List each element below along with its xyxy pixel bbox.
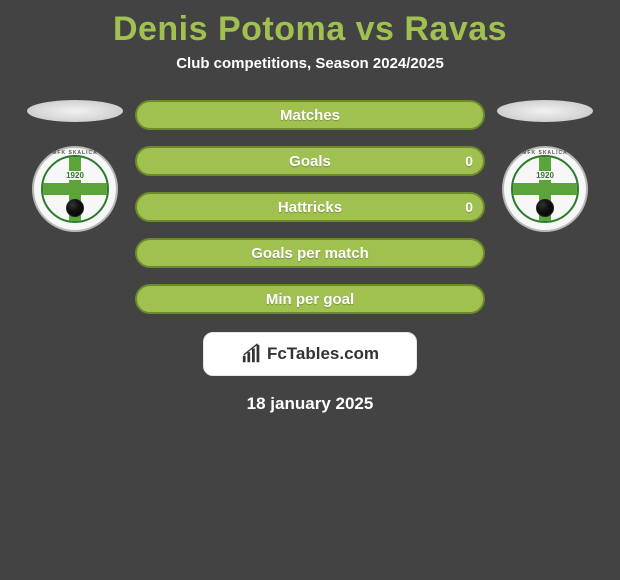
stat-row-matches: Matches <box>135 100 485 130</box>
stats-column: Matches Goals 0 Hattricks 0 Goals per ma… <box>135 92 485 314</box>
player-left-col: MFK SKALICA 1920 <box>15 92 135 232</box>
stat-value-right: 0 <box>465 153 473 169</box>
team-badge-right: MFK SKALICA 1920 <box>502 146 588 232</box>
generated-date: 18 january 2025 <box>0 394 620 414</box>
page-subtitle: Club competitions, Season 2024/2025 <box>0 55 620 92</box>
page-title: Denis Potoma vs Ravas <box>0 0 620 55</box>
stat-row-goals-per-match: Goals per match <box>135 238 485 268</box>
stat-label: Goals <box>289 153 331 170</box>
stat-label: Goals per match <box>251 245 369 262</box>
badge-inner: 1920 <box>511 155 579 223</box>
chart-icon <box>241 343 263 365</box>
comparison-block: MFK SKALICA 1920 Matches Goals 0 Hattric… <box>0 92 620 314</box>
player-right-col: MFK SKALICA 1920 <box>485 92 605 232</box>
badge-inner: 1920 <box>41 155 109 223</box>
team-badge-left: MFK SKALICA 1920 <box>32 146 118 232</box>
stat-row-goals: Goals 0 <box>135 146 485 176</box>
badge-ball-icon <box>536 199 554 217</box>
badge-cross-horizontal <box>513 183 577 195</box>
stat-row-min-per-goal: Min per goal <box>135 284 485 314</box>
player-left-placeholder <box>27 100 123 122</box>
stat-row-hattricks: Hattricks 0 <box>135 192 485 222</box>
stat-value-right: 0 <box>465 199 473 215</box>
badge-year: 1920 <box>534 171 556 180</box>
fctables-brand: FcTables.com <box>203 332 417 376</box>
brand-text: FcTables.com <box>267 344 379 364</box>
badge-ball-icon <box>66 199 84 217</box>
stat-label: Min per goal <box>266 291 354 308</box>
badge-cross-horizontal <box>43 183 107 195</box>
stat-label: Matches <box>280 107 340 124</box>
badge-year: 1920 <box>64 171 86 180</box>
stat-label: Hattricks <box>278 199 342 216</box>
player-right-placeholder <box>497 100 593 122</box>
